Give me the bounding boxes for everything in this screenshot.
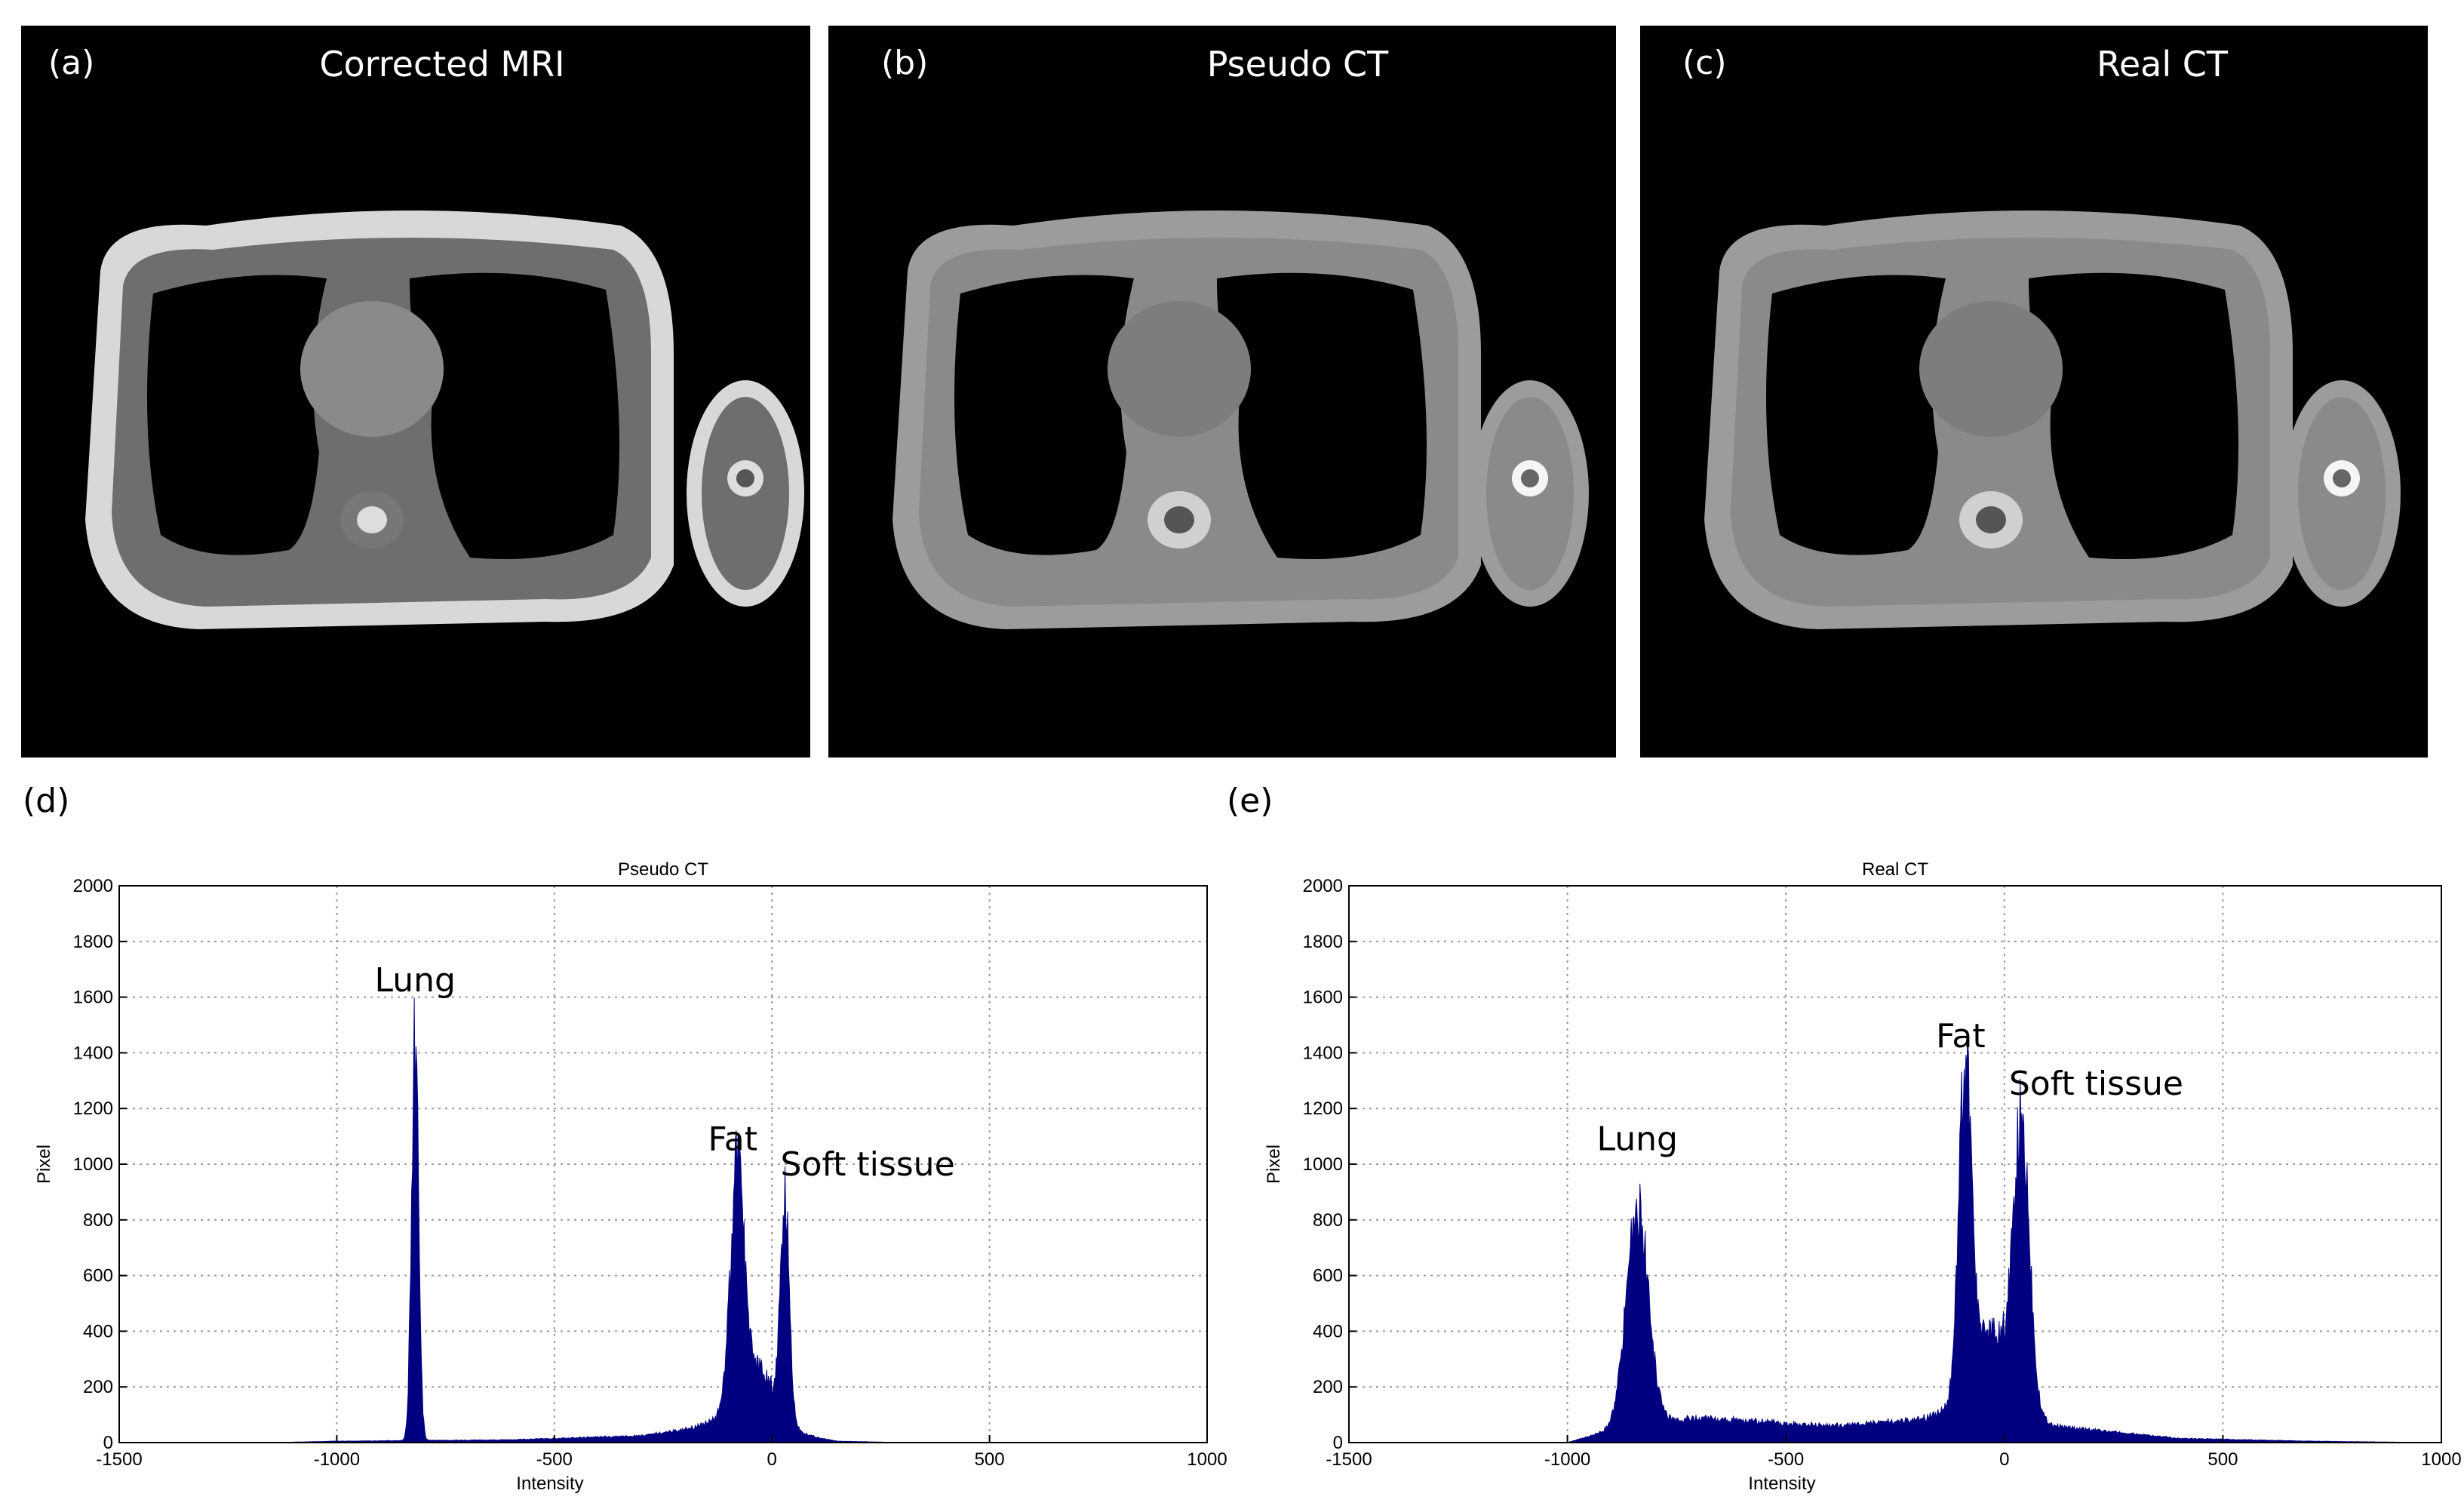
peak-annotation: Lung [374, 961, 455, 1000]
y-tick-label: 800 [83, 1210, 113, 1231]
y-tick-label: 400 [83, 1321, 113, 1341]
panel-title: Corrected MRI [319, 44, 565, 85]
x-tick-label: 500 [975, 1449, 1005, 1470]
y-axis-label: Pixel [34, 1145, 54, 1184]
chart-title: Pseudo CT [618, 859, 708, 880]
left-lung [954, 275, 1134, 555]
y-tick-label: 1000 [73, 1154, 113, 1175]
left-lung [147, 275, 327, 555]
histogram-bars [1349, 1037, 2441, 1443]
y-tick-label: 1400 [73, 1043, 113, 1063]
vertebra-canal [1164, 506, 1194, 533]
y-tick-label: 1000 [1303, 1154, 1343, 1175]
right-lung [1217, 272, 1427, 559]
y-tick-label: 400 [1313, 1321, 1343, 1341]
arm-bone-marrow [736, 469, 754, 487]
y-tick-label: 1400 [1303, 1043, 1343, 1063]
y-tick-label: 1800 [1303, 932, 1343, 952]
y-tick-label: 600 [1313, 1266, 1343, 1286]
mri-scan-image [85, 211, 804, 629]
heart [1108, 301, 1251, 437]
panel-title: Real CT [2096, 44, 2228, 85]
y-tick-label: 1800 [73, 932, 113, 952]
histogram-pseudo-ct: Pseudo CT -1500 -1000 -500 0 500 1000 0 200 400 60… [34, 859, 1227, 1494]
y-tick-label: 1200 [1303, 1099, 1343, 1119]
histogram-real-ct: Real CT -1500 -1000 -500 0 500 1000 0 200 400 600 8… [1264, 859, 2462, 1494]
peak-annotation: Soft tissue [781, 1145, 955, 1184]
x-tick-label: 1000 [2421, 1449, 2461, 1470]
y-tick-label: 1600 [1303, 988, 1343, 1008]
y-tick-label: 200 [83, 1377, 113, 1397]
panel-tag: (a) [48, 44, 95, 82]
y-tick-label: 1200 [73, 1099, 113, 1119]
y-axis-label: Pixel [1264, 1145, 1284, 1184]
x-tick-label: -500 [1768, 1449, 1804, 1470]
panel-tag: (c) [1682, 44, 1727, 82]
chart-title: Real CT [1862, 859, 1928, 880]
image-panel-real-ct: (c) Real CT [1640, 26, 2428, 758]
left-lung [1766, 275, 1946, 555]
x-axis-label: Intensity [1748, 1474, 1815, 1494]
y-tick-label: 600 [83, 1266, 113, 1286]
image-panel-pseudo-ct: (b) Pseudo CT [828, 26, 1616, 758]
image-panel-mri: (a) Corrected MRI [21, 26, 810, 758]
x-tick-label: 0 [767, 1449, 777, 1470]
y-tick-label: 800 [1313, 1210, 1343, 1231]
arm-bone-marrow [2333, 469, 2351, 487]
right-lung [2029, 272, 2238, 559]
x-tick-label: 1000 [1187, 1449, 1227, 1470]
real-ct-scan-image [1704, 211, 2401, 629]
peak-annotation: Soft tissue [2009, 1065, 2183, 1103]
vertebra-canal [1976, 506, 2006, 533]
x-tick-label: -500 [536, 1449, 573, 1470]
y-tick-label: 0 [103, 1433, 113, 1453]
arm-bone-marrow [1521, 469, 1539, 487]
x-tick-label: -1500 [1326, 1449, 1372, 1470]
y-tick-label: 1600 [73, 988, 113, 1008]
x-tick-label: 500 [2207, 1449, 2238, 1470]
chart-tag-d: (d) [23, 782, 70, 820]
y-tick-label: 2000 [73, 876, 113, 896]
peak-annotation: Fat [1936, 1017, 1985, 1056]
y-tick-label: 2000 [1303, 876, 1343, 896]
x-tick-label: -1500 [96, 1449, 142, 1470]
panel-tag: (b) [881, 44, 929, 82]
y-tick-label: 0 [1333, 1433, 1343, 1453]
heart [300, 301, 444, 437]
peak-annotation: Lung [1597, 1120, 1678, 1159]
heart [1919, 301, 2063, 437]
panel-title: Pseudo CT [1206, 44, 1389, 85]
chart-tag-e: (e) [1227, 782, 1273, 820]
pseudo-ct-scan-image [893, 211, 1589, 629]
vertebra-canal [357, 506, 387, 533]
y-tick-label: 200 [1313, 1377, 1343, 1397]
x-tick-label: 0 [1999, 1449, 2009, 1470]
right-lung [410, 272, 619, 559]
peak-annotation: Fat [708, 1120, 757, 1159]
x-tick-label: -1000 [1544, 1449, 1590, 1470]
x-tick-label: -1000 [314, 1449, 360, 1470]
x-axis-label: Intensity [516, 1474, 583, 1494]
